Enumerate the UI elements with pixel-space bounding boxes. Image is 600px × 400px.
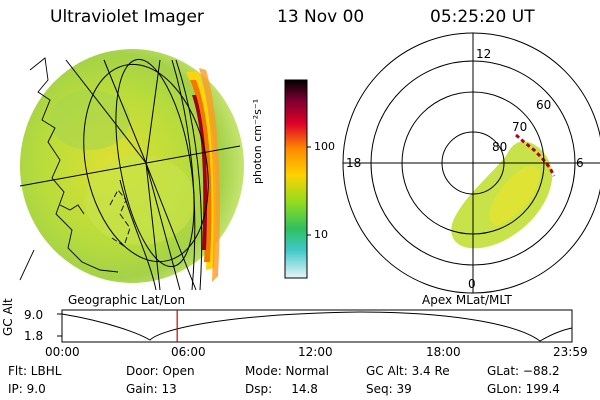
info-ip: IP: 9.0 (8, 382, 46, 396)
timeline-xtick-0600: 06:00 (171, 345, 206, 359)
mlat-label-70: 70 (512, 120, 528, 134)
instrument-title: Ultraviolet Imager (50, 7, 204, 27)
mlat-label-60: 60 (536, 98, 552, 112)
info-gain: Gain: 13 (126, 382, 177, 396)
colorbar-tick-10: 10 (314, 228, 328, 241)
timeline-xtick-1800: 18:00 (426, 345, 461, 359)
time-label: 05:25:20 UT (430, 7, 535, 27)
colorbar-unit-label: photon cm⁻²s⁻¹ (251, 98, 264, 184)
info-mode: Mode: Normal (245, 364, 329, 378)
auroral-arc-core (192, 95, 208, 250)
orbit-timeline (57, 309, 573, 343)
info-filter: Flt: LBHL (8, 364, 62, 378)
timeline-xtick-1200: 12:00 (298, 345, 333, 359)
info-seq: Seq: 39 (366, 382, 412, 396)
auroral-arc-trace (515, 133, 556, 177)
lat-lon-grid (19, 58, 241, 291)
timeline-frame (61, 309, 573, 343)
mlat-label-80: 80 (492, 140, 508, 154)
coastline (29, 57, 119, 273)
mlt-label-18: 18 (346, 156, 362, 170)
right-panel-caption: Apex MLat/MLT (422, 293, 512, 307)
info-door: Door: Open (126, 364, 195, 378)
info-dsp: Dsp: 14.8 (245, 382, 318, 396)
mlt-label-6: 6 (576, 156, 584, 170)
colorbar-tick-100: 100 (314, 140, 335, 153)
mlt-label-12: 12 (476, 47, 492, 61)
left-panel-caption: Geographic Lat/Lon (68, 293, 186, 307)
altitude-curve (61, 311, 573, 342)
timeline-ytick-low: 1.8 (24, 329, 44, 343)
timeline-ytick-high: 9.0 (24, 308, 44, 322)
color-bar (284, 79, 308, 279)
timeline-xtick-2359: 23:59 (553, 345, 588, 359)
date-label: 13 Nov 00 (277, 7, 365, 27)
info-glon: GLon: 199.4 (487, 382, 560, 396)
info-gc-alt: GC Alt: 3.4 Re (366, 364, 450, 378)
geographic-image (19, 49, 244, 291)
polar-plot (342, 32, 600, 294)
timeline-xtick-0000: 00:00 (45, 345, 80, 359)
polar-grid (342, 32, 600, 294)
timeline-axis-label: GC Alt (1, 298, 15, 336)
mlt-label-0: 0 (468, 277, 476, 291)
info-glat: GLat: −88.2 (487, 364, 560, 378)
